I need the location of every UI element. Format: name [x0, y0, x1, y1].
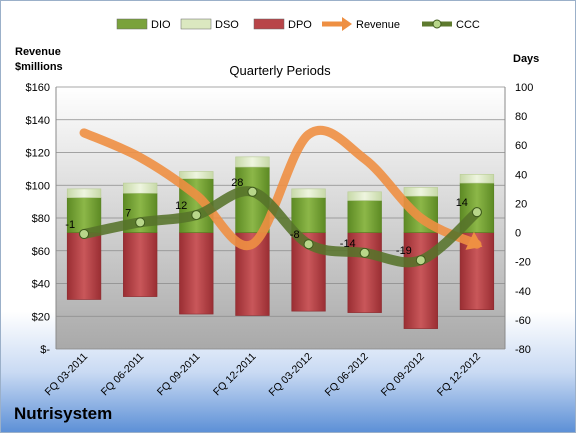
left-axis-title-line2: $millions [15, 61, 63, 73]
ccc-data-label: -14 [340, 238, 356, 250]
legend-label: CCC [456, 19, 480, 31]
bar-dso [66, 188, 102, 198]
legend-label: DSO [215, 19, 239, 31]
bar-dso [235, 156, 270, 168]
legend-swatch-dpo [253, 18, 285, 30]
bar-dpo [347, 232, 382, 313]
bar-dso [403, 187, 438, 197]
ccc-data-label: 14 [456, 197, 468, 209]
right-axis-title: Days [513, 53, 539, 65]
right-tick-label: 100 [515, 82, 533, 94]
right-tick-label: 80 [515, 111, 527, 123]
legend-label: Revenue [356, 19, 400, 31]
right-tick-label: -60 [515, 315, 531, 327]
ccc-marker [415, 255, 426, 266]
legend-swatch-dso [180, 18, 212, 30]
right-tick-label: -80 [515, 344, 531, 356]
ccc-marker [471, 207, 482, 218]
ccc-data-label: 12 [175, 200, 187, 212]
legend-swatch-revenue-arrow [342, 17, 352, 31]
ccc-data-label: -1 [65, 219, 75, 231]
legend-swatch-dio [116, 18, 148, 30]
ccc-marker [79, 229, 90, 240]
bar-dio [347, 200, 382, 233]
bar-dso [459, 174, 495, 184]
legend: DIO DSO DPO Revenue CCC [116, 17, 480, 31]
left-tick-label: $120 [26, 148, 50, 160]
left-axis-title-line1: Revenue [15, 46, 61, 58]
bar-dpo [123, 232, 158, 297]
bar-dpo [179, 232, 214, 315]
revenue-series [79, 125, 483, 251]
legend-swatch-ccc-marker [432, 19, 442, 29]
ccc-marker [191, 210, 202, 221]
ccc-marker [135, 217, 146, 228]
bars [66, 156, 495, 329]
left-tick-label: $160 [26, 82, 50, 94]
bar-dso [179, 171, 214, 180]
company-name: Nutrisystem [14, 404, 113, 423]
ccc-series: -1 7 12 28 -8 -14 -19 14 [65, 177, 482, 268]
left-tick-labels: $- $20 $40 $60 $80 $100 $120 $140 $160 [26, 82, 51, 356]
bar-dso [347, 191, 382, 201]
legend-label: DIO [151, 19, 171, 31]
left-tick-label: $- [40, 344, 50, 356]
ccc-data-label: -19 [396, 245, 412, 257]
right-tick-label: 40 [515, 169, 527, 181]
bar-dio [291, 197, 326, 233]
bar-dso [123, 182, 158, 194]
chart-title: Quarterly Periods [229, 63, 331, 78]
right-tick-label: 0 [515, 228, 521, 240]
right-tick-label: 60 [515, 140, 527, 152]
left-tick-label: $60 [32, 246, 50, 258]
ccc-data-label: -8 [290, 229, 300, 241]
right-tick-labels: -80 -60 -40 -20 0 20 40 60 80 100 [515, 82, 533, 356]
bar-dpo [66, 232, 102, 300]
right-tick-label: -20 [515, 257, 531, 269]
ccc-data-label: 7 [125, 207, 131, 219]
right-tick-label: -40 [515, 286, 531, 298]
revenue-line [79, 125, 482, 251]
left-tick-label: $20 [32, 311, 50, 323]
left-tick-label: $100 [26, 180, 50, 192]
ccc-marker [247, 186, 258, 197]
left-tick-label: $140 [26, 115, 50, 127]
left-tick-label: $40 [32, 279, 50, 291]
ccc-marker [303, 239, 314, 250]
revenue-arrowhead [465, 231, 483, 250]
legend-label: DPO [288, 19, 312, 31]
ccc-marker [359, 247, 370, 258]
ccc-data-label: 28 [231, 177, 243, 189]
left-tick-label: $80 [32, 213, 50, 225]
right-tick-label: 20 [515, 198, 527, 210]
bar-dso [291, 188, 326, 198]
